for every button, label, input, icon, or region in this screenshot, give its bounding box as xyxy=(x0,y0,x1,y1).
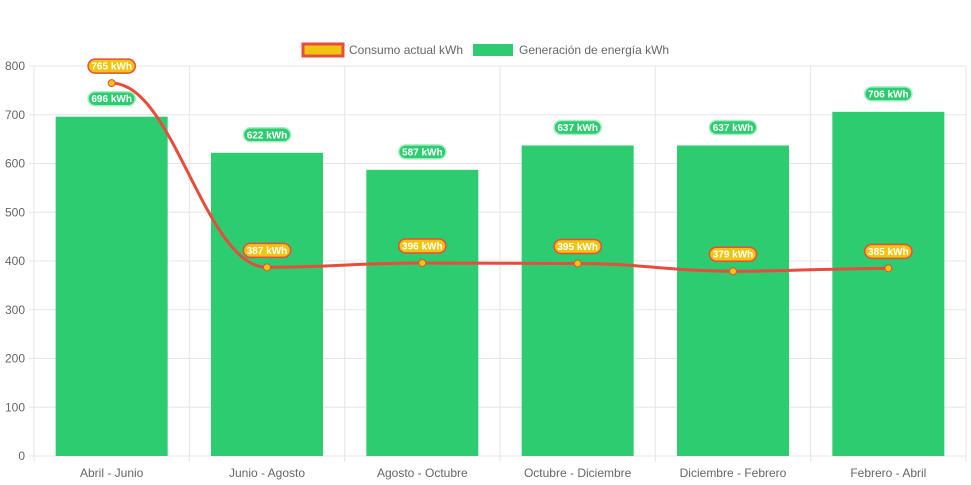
line-data-label: 387 kWh xyxy=(247,246,288,257)
bar-data-label-bg xyxy=(863,86,913,102)
y-tick-label: 400 xyxy=(5,254,25,268)
line-data-label: 395 kWh xyxy=(557,242,598,253)
line-series xyxy=(111,81,889,273)
line-data-label: 385 kWh xyxy=(868,247,909,258)
bar-data-label-bg xyxy=(553,119,603,136)
legend-label-consumo[interactable]: Consumo actual kWh xyxy=(349,43,463,57)
y-tick-label: 200 xyxy=(5,352,25,366)
bar-data-label: 637 kWh xyxy=(557,123,598,134)
line-data-label-bg xyxy=(397,238,447,254)
legend-swatch-generacion[interactable] xyxy=(473,44,513,56)
y-tick-label: 300 xyxy=(5,303,25,317)
line-data-label-bg xyxy=(863,243,913,260)
line-data-label-bg xyxy=(87,58,137,74)
x-tick-label: Octubre - Diciembre xyxy=(524,466,632,480)
bar-data-label: 587 kWh xyxy=(402,147,443,158)
line-point xyxy=(573,259,582,268)
y-tick-label: 100 xyxy=(5,400,25,414)
bar xyxy=(521,145,634,456)
line-data-label-bg xyxy=(553,238,603,255)
line-data-label-bg xyxy=(242,242,292,259)
bar xyxy=(677,145,789,456)
bar-data-label: 696 kWh xyxy=(91,94,132,105)
line-point xyxy=(884,264,893,273)
line-data-label: 396 kWh xyxy=(402,241,443,252)
x-tick-label: Febrero - Abril xyxy=(850,466,926,480)
y-tick-label: 800 xyxy=(5,59,25,73)
y-tick-label: 600 xyxy=(5,157,25,171)
line-point xyxy=(418,258,427,267)
x-tick-label: Abril - Junio xyxy=(80,466,144,480)
legend-label-generacion[interactable]: Generación de energía kWh xyxy=(519,43,669,57)
bar xyxy=(211,152,323,456)
line-data-label: 379 kWh xyxy=(713,250,754,261)
legend-swatch-consumo[interactable] xyxy=(301,42,345,58)
bar-data-label-bg xyxy=(397,144,447,160)
bar-data-label: 637 kWh xyxy=(713,123,754,134)
y-tick-label: 0 xyxy=(18,449,25,463)
line-point xyxy=(729,267,737,276)
x-tick-label: Agosto - Octubre xyxy=(377,466,468,480)
bar xyxy=(55,116,168,456)
y-tick-label: 500 xyxy=(5,205,25,219)
line-point xyxy=(263,263,271,272)
bar xyxy=(366,169,479,456)
bar-data-label-bg xyxy=(87,90,137,107)
bar-data-label: 622 kWh xyxy=(247,130,288,141)
line-data-label: 765 kWh xyxy=(91,62,132,73)
y-tick-label: 700 xyxy=(5,108,25,122)
x-tick-label: Diciembre - Febrero xyxy=(680,466,787,480)
line-data-label-bg xyxy=(708,246,758,262)
bar xyxy=(832,111,945,456)
bar-data-label-bg xyxy=(708,119,758,136)
x-tick-label: Junio - Agosto xyxy=(229,466,305,480)
bar-data-label: 706 kWh xyxy=(868,89,909,100)
line-point xyxy=(107,79,116,88)
bar-data-label-bg xyxy=(242,127,292,143)
